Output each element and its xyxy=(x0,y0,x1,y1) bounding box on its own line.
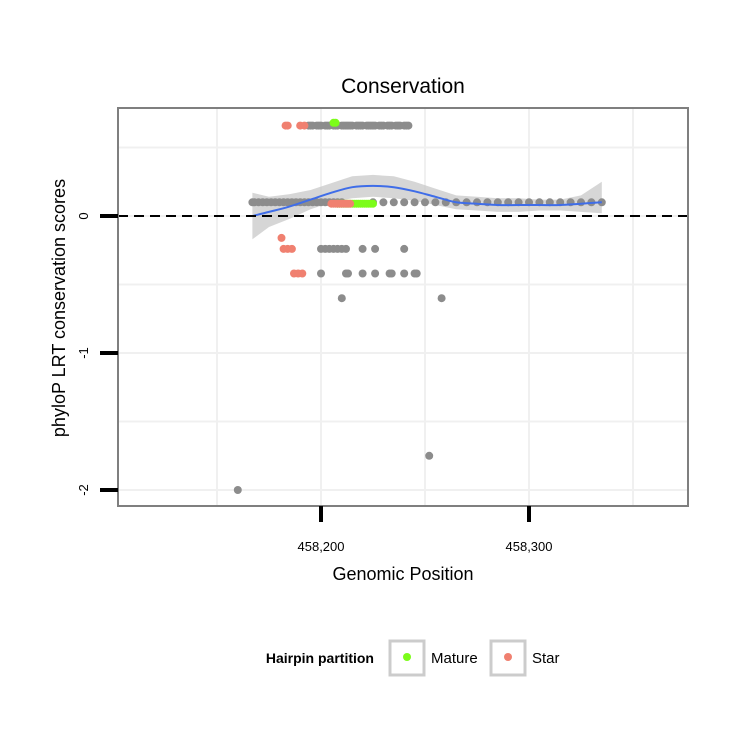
data-point-star xyxy=(283,121,292,130)
data-point-other xyxy=(358,244,367,253)
data-point-other xyxy=(400,198,409,207)
data-point-other xyxy=(577,198,585,207)
data-point-star xyxy=(287,244,296,253)
data-point-other xyxy=(473,198,481,207)
data-point-other xyxy=(342,244,350,253)
data-point-other xyxy=(425,451,434,460)
data-point-other xyxy=(337,294,346,303)
data-point-other xyxy=(437,294,446,303)
data-point-other xyxy=(371,244,380,253)
data-point-star xyxy=(277,233,286,242)
data-point-mature xyxy=(331,118,340,127)
legend: Hairpin partition Mature Star xyxy=(266,639,560,677)
data-point-other xyxy=(358,269,367,278)
gridlines xyxy=(118,108,688,506)
legend-marker-star xyxy=(504,653,512,661)
data-point-other xyxy=(404,121,413,130)
legend-marker-mature xyxy=(403,653,411,661)
x-tick-label: 458,300 xyxy=(506,539,553,554)
data-point-other xyxy=(371,269,380,278)
data-point-mature xyxy=(369,199,377,208)
legend-item-star: Star xyxy=(489,639,560,677)
axes-layer: 458,200 458,300 -2 -1 0 xyxy=(76,212,553,554)
data-point-other xyxy=(317,269,325,278)
data-point-other xyxy=(400,244,409,253)
data-point-star xyxy=(346,199,355,208)
data-point-other xyxy=(431,198,440,207)
data-point-other xyxy=(233,486,242,494)
legend-label-star: Star xyxy=(532,650,560,667)
data-point-other xyxy=(410,198,419,207)
smooth-line-layer xyxy=(252,184,602,217)
legend-title: Hairpin partition xyxy=(266,650,374,666)
data-point-other xyxy=(400,269,409,278)
x-tick-label: 458,200 xyxy=(298,539,345,554)
legend-label-mature: Mature xyxy=(431,650,478,667)
data-point-other xyxy=(344,269,352,278)
legend-item-mature: Mature xyxy=(388,639,478,677)
x-axis-label: Genomic Position xyxy=(332,564,473,584)
y-axis-label: phyloP LRT conservation scores xyxy=(49,179,69,437)
data-point-other xyxy=(379,198,388,207)
smooth-line xyxy=(252,184,602,217)
data-point-other xyxy=(387,269,396,278)
data-point-other xyxy=(389,198,398,207)
y-tick-label: -1 xyxy=(76,347,91,359)
data-point-other xyxy=(421,198,429,207)
y-tick-label: 0 xyxy=(76,212,91,219)
data-point-other xyxy=(412,269,421,278)
data-point-star xyxy=(300,121,309,130)
chart-title: Conservation xyxy=(341,75,465,98)
data-point-star xyxy=(298,269,307,278)
panel-border xyxy=(117,107,689,507)
y-tick-label: -2 xyxy=(76,484,91,496)
